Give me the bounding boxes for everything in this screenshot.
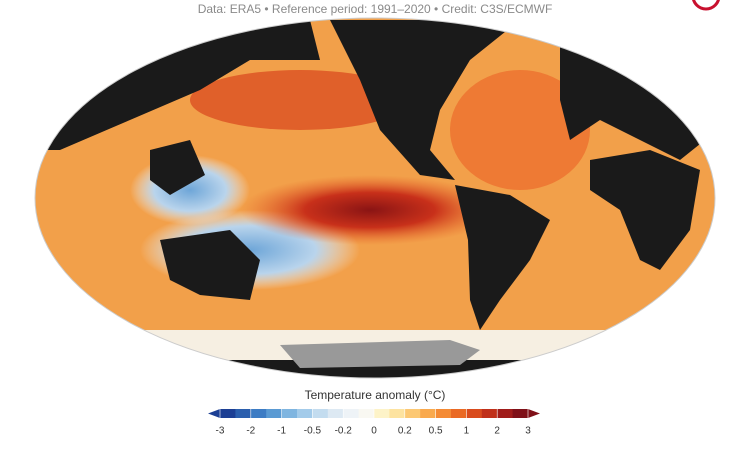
colorbar-extend — [528, 409, 540, 418]
colorbar-segment — [312, 409, 329, 418]
colorbar-segment — [327, 409, 344, 418]
colorbar-segment — [389, 409, 406, 418]
colorbar-tick-label: -1 — [277, 426, 286, 437]
logo — [692, 0, 720, 11]
colorbar-segment — [435, 409, 452, 418]
colorbar-segment — [466, 409, 483, 418]
globe-outline — [34, 17, 716, 379]
subtitle: Data: ERA5 • Reference period: 1991–2020… — [198, 2, 553, 16]
colorbar-segment — [512, 409, 529, 418]
colorbar-tick-label: 1 — [464, 426, 470, 437]
map — [35, 18, 715, 378]
colorbar-segment — [235, 409, 252, 418]
colorbar-segment — [297, 409, 313, 418]
colorbar-segment — [374, 409, 390, 418]
colorbar-tick-label: 3 — [525, 426, 531, 437]
colorbar-segment — [404, 409, 421, 418]
colorbar-tick-label: 0.5 — [429, 426, 443, 437]
colorbar-tick-label: 0 — [371, 426, 377, 437]
colorbar-segment — [358, 409, 375, 418]
colorbar-segment — [481, 409, 498, 418]
colorbar-segment — [266, 409, 283, 418]
warm-area — [190, 70, 410, 130]
colorbar-tick-label: 0.2 — [398, 426, 412, 437]
colorbar-tick-label: -0.5 — [304, 426, 322, 437]
colorbar: -3 -2 -1 -0.5 -0.2 0 0.2 0.5 1 2 3 — [208, 409, 540, 437]
colorbar-segment — [420, 409, 437, 418]
colorbar-segment — [220, 409, 236, 418]
warm-area — [450, 70, 590, 190]
colorbar-segment — [343, 409, 360, 418]
colorbar-tick-label: 2 — [494, 426, 500, 437]
colorbar-extend — [208, 409, 220, 418]
colorbar-tick-label: -3 — [216, 426, 225, 437]
colorbar-segment — [281, 409, 298, 418]
colorbar-segment — [497, 409, 514, 418]
colorbar-segment — [250, 409, 267, 418]
ice-shelf — [280, 340, 480, 368]
warm-area — [240, 175, 500, 245]
colorbar-tick-label: -0.2 — [335, 426, 353, 437]
colorbar-tick-label: -2 — [246, 426, 255, 437]
colorbar-title: Temperature anomaly (°C) — [305, 388, 446, 402]
colorbar-segment — [451, 409, 467, 418]
